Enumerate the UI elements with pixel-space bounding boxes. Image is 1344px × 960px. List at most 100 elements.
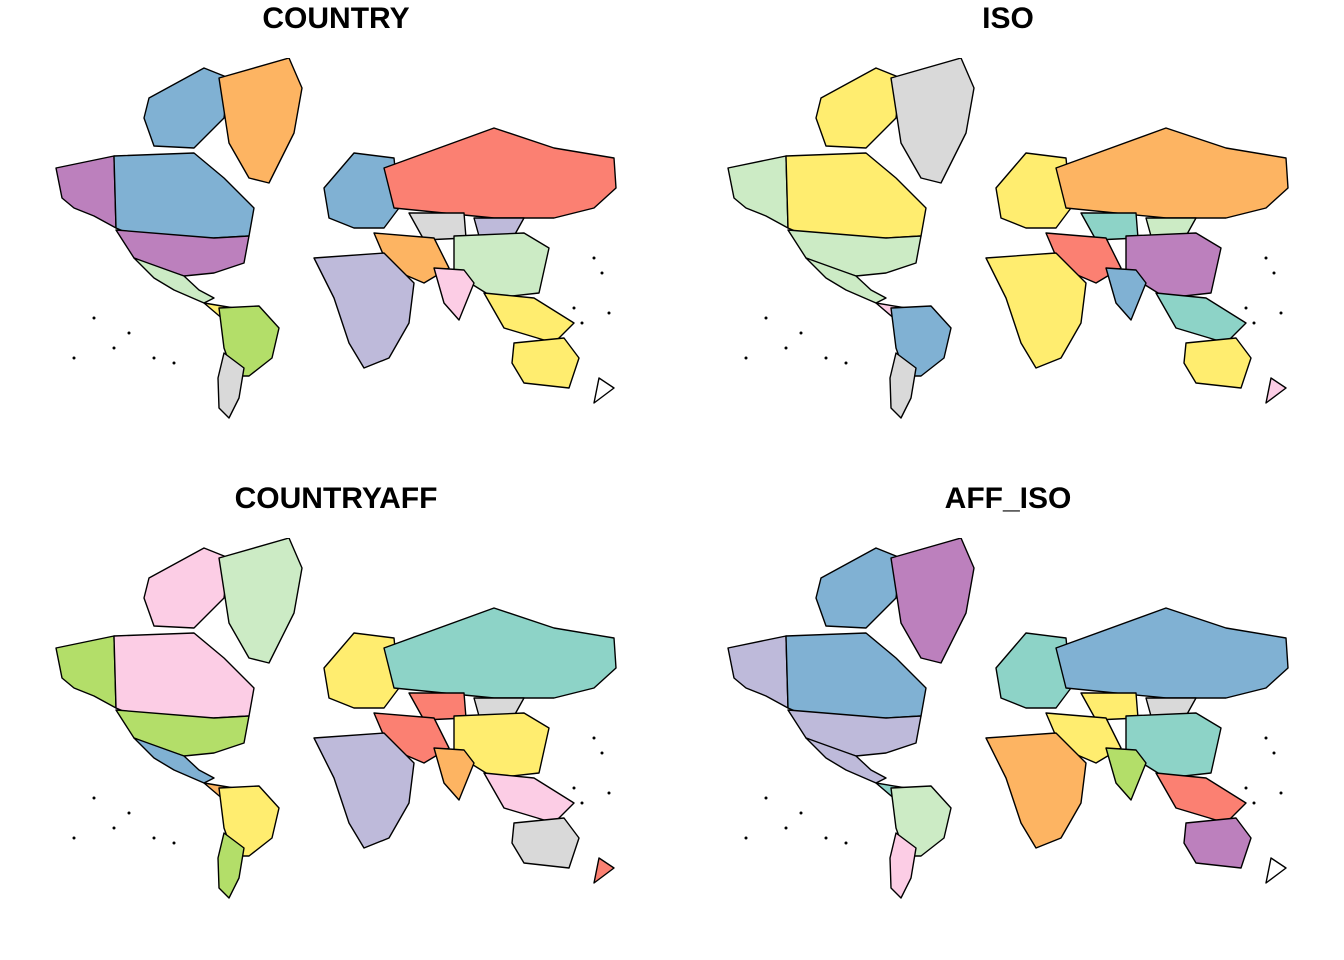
island-dot [744,836,748,840]
country-seasia [483,292,575,344]
island-dot [580,801,584,805]
country-southam [890,305,952,377]
island-dot [607,311,611,315]
island-dot [72,356,76,360]
island-dot [572,786,576,790]
country-southam [890,785,952,857]
island-dot [799,811,803,815]
country-argentina [889,352,917,419]
island-dot [152,836,156,840]
country-usa [115,709,250,757]
island-dot [1252,801,1256,805]
country-argentina [217,832,245,899]
map-panel-aff-iso: AFF_ISO [672,480,1344,960]
country-alaska [727,155,789,229]
island-dot [72,836,76,840]
map-panel-country: COUNTRY [0,0,672,480]
island-dot [1244,306,1248,310]
country-india [433,267,475,321]
panel-title: ISO [982,2,1034,35]
country-seasia [1155,772,1247,824]
country-russia [1055,127,1289,219]
world-map [726,538,1290,906]
country-arctic [815,547,902,629]
country-southam [218,785,280,857]
country-russia [1055,607,1289,699]
island-dot [1272,271,1276,275]
country-africa [313,732,415,849]
country-argentina [889,832,917,899]
country-greenland [890,58,975,184]
country-nz [593,377,615,404]
country-india [433,747,475,801]
island-dot [152,356,156,360]
country-nz [1265,857,1287,884]
country-nz [1265,377,1287,404]
country-europe [323,152,400,229]
map-panel-iso: ISO [672,0,1344,480]
country-africa [985,732,1087,849]
island-dot [784,346,788,350]
island-dot [824,356,828,360]
world-map [54,538,618,906]
country-arctic [143,547,230,629]
island-dot [1272,751,1276,755]
island-dot [844,361,848,365]
country-argentina [217,352,245,419]
world-map [54,58,618,426]
island-dot [844,841,848,845]
island-dot [600,751,604,755]
country-mexico [133,257,215,304]
country-seasia [483,772,575,824]
map-panel-countryaff: COUNTRYAFF [0,480,672,960]
country-greenland [218,538,303,664]
island-dot [580,321,584,325]
island-dot [764,796,768,800]
country-canada [113,152,255,241]
country-arctic [815,67,902,149]
island-dot [1252,321,1256,325]
island-dot [1244,786,1248,790]
island-dot [592,256,596,260]
island-dot [1279,311,1283,315]
country-india [1105,267,1147,321]
island-dot [600,271,604,275]
country-australia [511,337,580,389]
country-arctic [143,67,230,149]
country-nz [593,857,615,884]
country-europe [995,632,1072,709]
country-alaska [727,635,789,709]
island-dot [127,331,131,335]
country-australia [511,817,580,869]
island-dot [744,356,748,360]
island-dot [799,331,803,335]
country-europe [995,152,1072,229]
country-russia [383,127,617,219]
island-dot [172,361,176,365]
country-europe [323,632,400,709]
panel-title: AFF_ISO [944,482,1072,515]
world-map [726,58,1290,426]
country-canada [785,152,927,241]
country-usa [115,229,250,277]
island-dot [1264,736,1268,740]
world-map-svg [55,538,617,899]
island-dot [172,841,176,845]
country-greenland [218,58,303,184]
island-dot [824,836,828,840]
country-seasia [1155,292,1247,344]
island-dot [127,811,131,815]
island-dot [92,316,96,320]
country-mexico [805,257,887,304]
country-australia [1183,817,1252,869]
country-india [1105,747,1147,801]
country-mexico [805,737,887,784]
island-dot [1279,791,1283,795]
country-canada [785,632,927,721]
island-dot [764,316,768,320]
country-alaska [55,635,117,709]
country-alaska [55,155,117,229]
island-dot [112,346,116,350]
island-dot [592,736,596,740]
country-russia [383,607,617,699]
